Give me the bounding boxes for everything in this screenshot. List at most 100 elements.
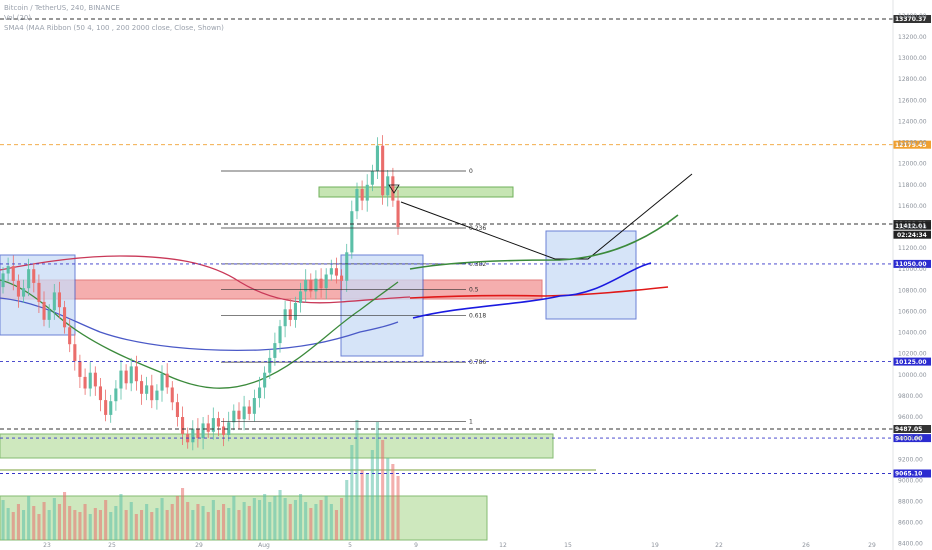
price-level-badge-label: 11412.01 bbox=[895, 223, 927, 230]
volume-bar bbox=[329, 504, 333, 540]
volume-legend[interactable]: Vol (20) bbox=[4, 14, 32, 22]
box-middle bbox=[340, 254, 424, 357]
price-level-badge-label: 13370.37 bbox=[895, 16, 927, 23]
volume-bar bbox=[1, 500, 5, 540]
volume-bar bbox=[340, 498, 344, 540]
indicator-legend[interactable]: SMA4 (MAA Ribbon (50 4, 100 , 200 2000 c… bbox=[4, 24, 224, 32]
candle-body bbox=[391, 176, 395, 201]
candle-body bbox=[201, 423, 205, 439]
candle-body bbox=[104, 400, 108, 415]
candle-body bbox=[370, 171, 374, 185]
volume-bar bbox=[396, 476, 400, 540]
price-level-badge bbox=[893, 15, 931, 23]
volume-bar bbox=[134, 514, 138, 540]
ma-200 bbox=[0, 255, 411, 304]
price-tick-label: 8800.00 bbox=[898, 499, 923, 506]
volume-bar bbox=[150, 512, 154, 540]
candle-body bbox=[273, 343, 277, 358]
candle-body bbox=[47, 310, 51, 320]
symbol-title[interactable]: Bitcoin / TetherUS, 240, BINANCE bbox=[4, 4, 120, 12]
volume-bar bbox=[155, 508, 159, 540]
candlesticks bbox=[1, 135, 400, 451]
volume-bar bbox=[93, 508, 97, 540]
price-level-badge bbox=[893, 434, 931, 443]
candle-body bbox=[22, 288, 26, 297]
candle-body bbox=[32, 269, 36, 283]
price-level-badge-label: 12179.45 bbox=[895, 142, 927, 149]
candle-body bbox=[140, 381, 144, 394]
candle-body bbox=[324, 274, 328, 289]
volume-bar bbox=[278, 490, 282, 540]
volume-bar bbox=[283, 498, 287, 540]
volume-bar bbox=[160, 498, 164, 540]
candle-body bbox=[309, 279, 313, 292]
volume-bar bbox=[83, 504, 87, 540]
volume-bar bbox=[273, 496, 277, 540]
fib-level-label: 0.236 bbox=[469, 225, 486, 232]
candle-body bbox=[63, 307, 67, 328]
candle-body bbox=[145, 385, 149, 394]
price-level-badge-label: 9400.00 bbox=[895, 435, 922, 442]
candle-body bbox=[129, 366, 133, 384]
volume-bar bbox=[252, 498, 256, 540]
price-tick-label: 9800.00 bbox=[898, 393, 923, 400]
candle-body bbox=[386, 176, 390, 196]
time-tick-label: 12 bbox=[499, 542, 507, 549]
volume-bar bbox=[375, 422, 379, 540]
volume-bar bbox=[314, 504, 318, 540]
horizontal-levels: 13370.3712179.4511428.7111412.0111050.00… bbox=[0, 15, 931, 478]
candle-body bbox=[242, 406, 246, 420]
volume-bar bbox=[140, 510, 144, 540]
price-tick-label: 11200.00 bbox=[898, 245, 927, 252]
candle-body bbox=[278, 326, 282, 344]
candle-body bbox=[27, 269, 31, 289]
price-level-badge-label: 9065.10 bbox=[895, 471, 922, 478]
volume-bar bbox=[288, 504, 292, 540]
countdown-label: 02:24:34 bbox=[897, 232, 927, 239]
price-tick-label: 10400.00 bbox=[898, 330, 927, 337]
price-level-badge bbox=[893, 425, 931, 433]
candle-body bbox=[42, 301, 46, 320]
time-tick-label: 23 bbox=[43, 542, 51, 549]
volume-bar bbox=[258, 500, 262, 540]
volume-bar bbox=[119, 494, 123, 540]
price-tick-label: 9000.00 bbox=[898, 477, 923, 484]
candle-body bbox=[340, 275, 344, 281]
price-level-badge-label: 10125.00 bbox=[895, 359, 927, 366]
candle-body bbox=[1, 273, 5, 288]
projection-drawings bbox=[388, 173, 693, 319]
candle-body bbox=[165, 373, 169, 388]
time-tick-label: 26 bbox=[802, 542, 810, 549]
volume-bar bbox=[129, 502, 133, 540]
volume-bar bbox=[73, 510, 77, 540]
volume-bars bbox=[1, 420, 400, 540]
volume-bar bbox=[186, 502, 190, 540]
top-zone bbox=[318, 186, 514, 198]
candle-body bbox=[109, 401, 113, 415]
ma-50 bbox=[0, 279, 399, 389]
candle-body bbox=[37, 282, 41, 302]
candle-body bbox=[222, 426, 226, 435]
volume-bar bbox=[334, 510, 338, 540]
time-axis: 23 25 29 Aug 5 9 12 15 19 22 26 29 bbox=[43, 542, 876, 549]
candle-body bbox=[232, 410, 236, 423]
price-tick-label: 11400.00 bbox=[898, 224, 927, 231]
candle-body bbox=[216, 418, 220, 427]
candle-body bbox=[114, 388, 118, 402]
price-tick-label: 8400.00 bbox=[898, 541, 923, 548]
volume-bar bbox=[78, 512, 82, 540]
box-right bbox=[545, 230, 637, 320]
volume-bar bbox=[324, 496, 328, 540]
candle-body bbox=[16, 280, 20, 297]
candle-body bbox=[73, 344, 77, 362]
volume-bar bbox=[319, 500, 323, 540]
price-tick-label: 10000.00 bbox=[898, 372, 927, 379]
price-tick-label: 10200.00 bbox=[898, 351, 927, 358]
candle-body bbox=[11, 266, 15, 281]
price-level-badge bbox=[893, 221, 931, 230]
candle-body bbox=[52, 292, 56, 311]
volume-bar bbox=[293, 500, 297, 540]
volume-bar bbox=[68, 506, 72, 540]
